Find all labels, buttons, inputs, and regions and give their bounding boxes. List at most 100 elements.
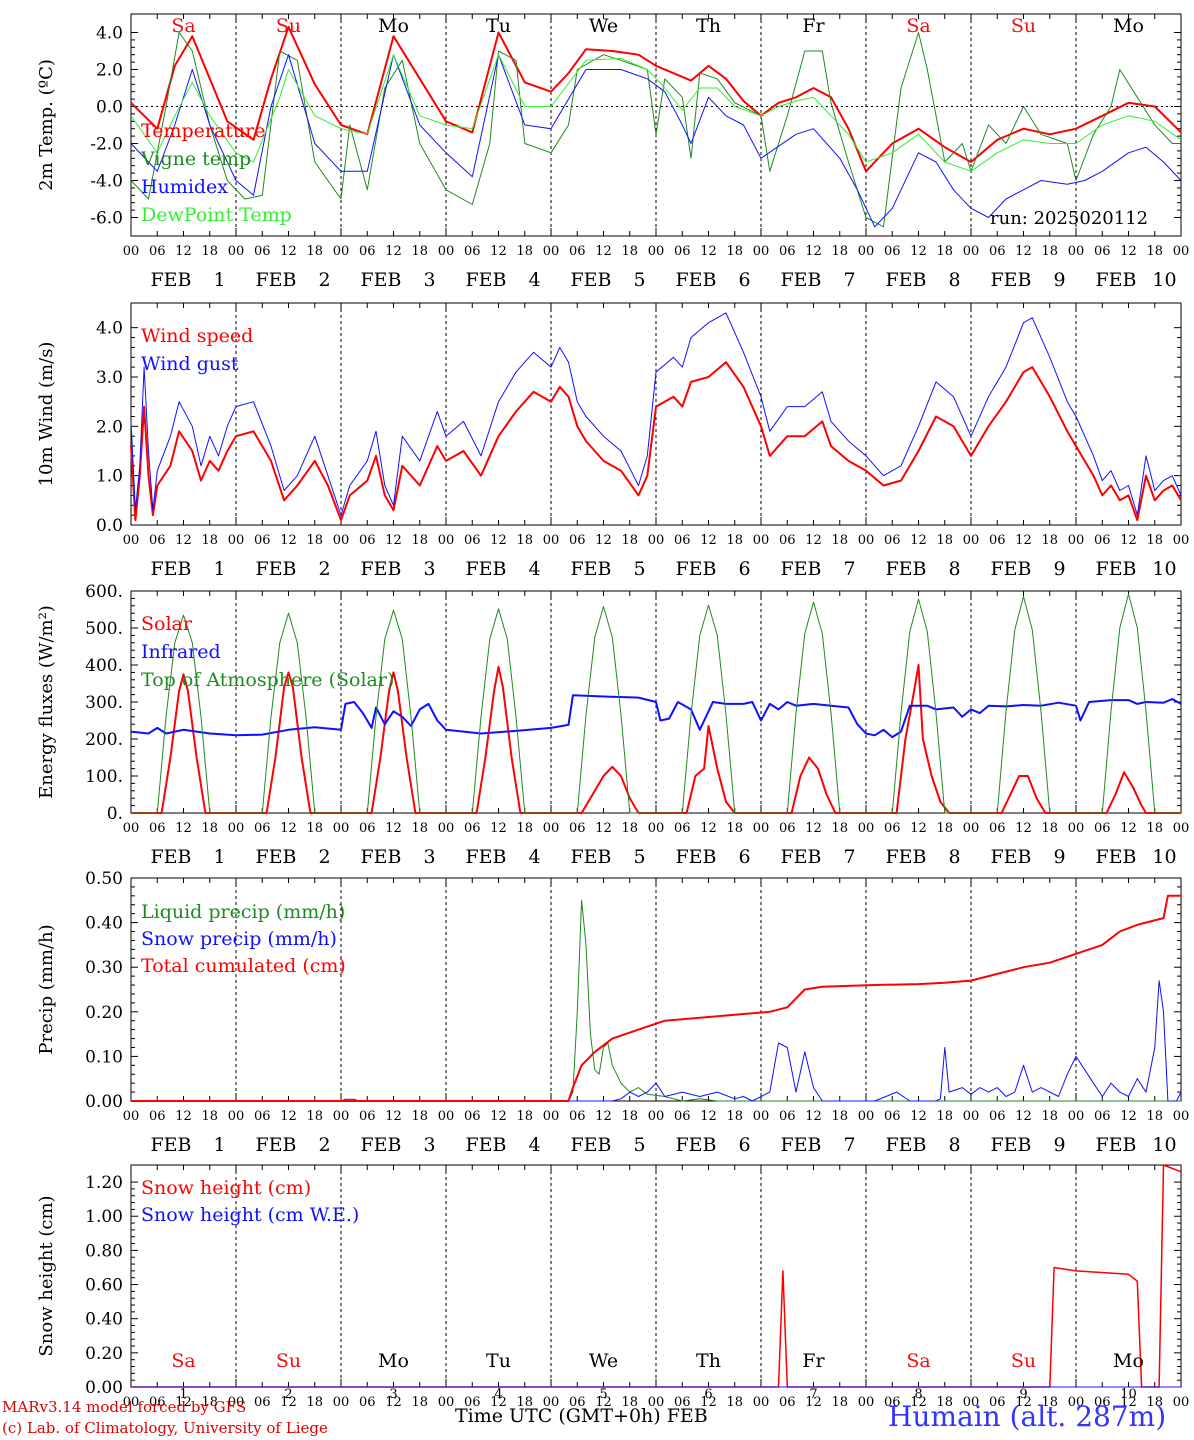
x-date-label: FEB xyxy=(256,846,297,868)
x-hour-label: 00 xyxy=(1173,1395,1190,1410)
x-hour-label: 18 xyxy=(201,1109,218,1124)
legend-entry: Solar xyxy=(141,613,193,635)
weekday-label: Sa xyxy=(171,1350,195,1372)
x-date-label: 6 xyxy=(738,558,750,580)
x-hour-label: 00 xyxy=(438,1109,455,1124)
x-hour-label: 06 xyxy=(149,1109,166,1124)
x-date-label: 10 xyxy=(1152,1134,1176,1156)
y-tick-label: 0.60 xyxy=(85,1276,123,1296)
x-hour-label: 00 xyxy=(1068,244,1085,259)
x-hour-label: 00 xyxy=(963,533,980,548)
x-hour-label: 06 xyxy=(464,821,481,836)
x-hour-label: 18 xyxy=(936,821,953,836)
x-hour-label: 12 xyxy=(490,533,507,548)
x-hour-label: 06 xyxy=(254,821,271,836)
x-hour-label: 12 xyxy=(1015,533,1032,548)
x-date-label: 8 xyxy=(948,558,960,580)
x-date-label: FEB xyxy=(1096,558,1137,580)
station-name: Humain (alt. 287m) xyxy=(888,1400,1167,1433)
day-number-label: 5 xyxy=(599,1387,607,1402)
weekday-label: Mo xyxy=(1113,1350,1144,1372)
x-hour-label: 12 xyxy=(805,821,822,836)
panel-2: 0.0 1.0 2.0 3.0 4.0 10m Wind (m/s) Wind speed W… xyxy=(36,302,1190,580)
x-hour-label: 12 xyxy=(385,244,402,259)
x-date-label: FEB xyxy=(886,846,927,868)
day-number-label: 4 xyxy=(494,1387,502,1402)
x-date-label: FEB xyxy=(676,558,717,580)
x-hour-label: 06 xyxy=(464,244,481,259)
weekday-label: Fr xyxy=(802,15,825,37)
x-hour-label: 18 xyxy=(201,1395,218,1410)
weekday-label: We xyxy=(589,1350,618,1372)
x-hour-label: 18 xyxy=(411,244,428,259)
x-hour-label: 00 xyxy=(963,1395,980,1410)
x-hour-label: 12 xyxy=(1015,1109,1032,1124)
x-hour-label: 00 xyxy=(1068,1109,1085,1124)
x-hour-label: 06 xyxy=(254,1109,271,1124)
x-hour-label: 06 xyxy=(1094,244,1111,259)
credit-lab: (c) Lab. of Climatology, University of L… xyxy=(2,1419,328,1437)
y-axis-title: Precip (mm/h) xyxy=(36,924,57,1054)
x-hour-label: 12 xyxy=(385,1395,402,1410)
y-tick-label: 2.0 xyxy=(96,417,123,437)
x-date-label: FEB xyxy=(676,846,717,868)
x-hour-label: 12 xyxy=(1120,533,1137,548)
x-date-label: FEB xyxy=(256,1134,297,1156)
x-hour-label: 18 xyxy=(726,1395,743,1410)
x-hour-label: 00 xyxy=(543,1109,560,1124)
x-hour-label: 00 xyxy=(648,821,665,836)
x-hour-label: 06 xyxy=(359,244,376,259)
x-date-label: 3 xyxy=(423,1134,435,1156)
x-hour-label: 18 xyxy=(1041,244,1058,259)
y-axis-title: 10m Wind (m/s) xyxy=(36,342,57,487)
x-hour-label: 18 xyxy=(831,1395,848,1410)
x-date-label: 4 xyxy=(528,1134,540,1156)
x-date-label: 1 xyxy=(213,846,225,868)
legend-entry: DewPoint Temp xyxy=(141,204,292,226)
y-tick-label: 0.00 xyxy=(85,1378,123,1398)
x-hour-label: 12 xyxy=(1015,1395,1032,1410)
x-hour-label: 00 xyxy=(333,533,350,548)
x-hour-label: 06 xyxy=(989,1395,1006,1410)
day-number-label: 2 xyxy=(284,1387,292,1402)
x-hour-label: 06 xyxy=(254,1395,271,1410)
x-hour-label: 18 xyxy=(411,1109,428,1124)
x-date-label: 9 xyxy=(1053,1134,1065,1156)
weekday-label: Tu xyxy=(486,1350,511,1372)
x-hour-label: 06 xyxy=(884,1109,901,1124)
x-date-label: 10 xyxy=(1152,269,1176,291)
x-hour-label: 06 xyxy=(884,533,901,548)
day-number-label: 6 xyxy=(704,1387,712,1402)
x-hour-label: 18 xyxy=(1041,533,1058,548)
x-hour-label: 12 xyxy=(805,533,822,548)
x-hour-label: 18 xyxy=(1146,821,1163,836)
x-date-label: FEB xyxy=(991,558,1032,580)
x-hour-label: 00 xyxy=(1173,244,1190,259)
x-hour-label: 12 xyxy=(1120,821,1137,836)
x-hour-label: 00 xyxy=(333,1109,350,1124)
x-hour-label: 00 xyxy=(123,1395,140,1410)
legend-entry: Wind speed xyxy=(141,325,253,347)
x-hour-label: 18 xyxy=(726,821,743,836)
series-line xyxy=(130,25,1182,173)
x-date-label: 2 xyxy=(318,846,330,868)
x-date-label: 4 xyxy=(528,558,540,580)
y-tick-label: 4.0 xyxy=(96,24,123,44)
x-date-label: 5 xyxy=(633,846,645,868)
legend-entry: Snow height (cm W.E.) xyxy=(141,1204,359,1226)
y-tick-label: 0.20 xyxy=(85,1344,123,1364)
x-hour-label: 00 xyxy=(438,244,455,259)
weekday-label: Sa xyxy=(906,1350,930,1372)
series-line xyxy=(131,894,1181,1102)
y-tick-label: 0.40 xyxy=(85,1310,123,1330)
x-hour-label: 00 xyxy=(1173,533,1190,548)
day-number-label: 7 xyxy=(809,1387,817,1402)
x-hour-label: 12 xyxy=(910,244,927,259)
x-hour-label: 12 xyxy=(595,1395,612,1410)
x-date-label: 3 xyxy=(423,269,435,291)
x-hour-label: 00 xyxy=(963,244,980,259)
panel-5: 0.00 0.20 0.40 0.60 0.80 1.00 1.20 Snow height … xyxy=(36,1164,1190,1410)
x-hour-label: 06 xyxy=(359,821,376,836)
x-hour-label: 06 xyxy=(149,1395,166,1410)
y-tick-label: 4.0 xyxy=(96,319,123,339)
